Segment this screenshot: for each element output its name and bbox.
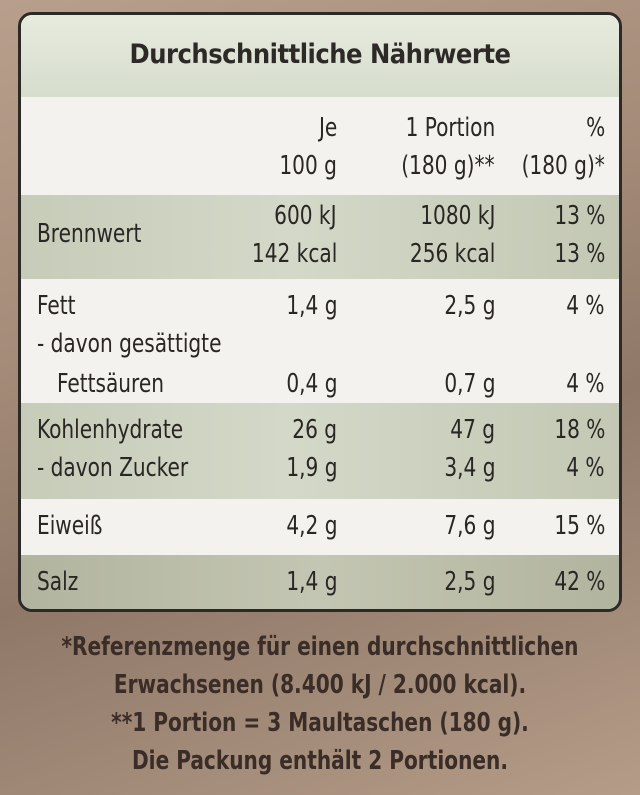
cell-portion: 2,5 g [443,291,495,321]
cell-kcal-percent: 13 % [553,239,605,269]
row-name-line1: - davon gesättigte [37,329,222,359]
footnotes: *Referenzmenge für einen durchschnittlic… [0,628,640,780]
header-per100-line2: 100 g [279,151,337,181]
cell-portion: 47 g [450,415,495,445]
row-name: - davon Zucker [37,453,189,483]
title-band: Durchschnittliche Nährwerte [21,15,619,100]
cell-per100: 4,2 g [285,511,337,541]
cell-percent: 4 % [566,453,605,483]
header-portion-line2: (180 g)** [401,151,495,181]
nutrition-title: Durchschnittliche Nährwerte [129,39,511,70]
table-row-eiweiss: Eiweiß 4,2 g 7,6 g 15 % [21,499,619,555]
cell-percent: 15 % [553,511,605,541]
cell-per100: 0,4 g [285,369,337,399]
table-row-brennwert: Brennwert 600 kJ 142 kcal 1080 kJ 256 kc… [21,195,619,279]
table-row-salz: Salz 1,4 g 2,5 g 42 % [21,555,619,609]
cell-percent: 4 % [566,369,605,399]
row-name: Salz [37,567,79,597]
cell-per100: 1,9 g [285,453,337,483]
table-row-kohlenhydrate: Kohlenhydrate 26 g 47 g 18 % - davon Zuc… [21,403,619,499]
footnote-line2: Erwachsenen (8.400 kJ / 2.000 kcal). [113,670,527,700]
cell-kcal-portion: 256 kcal [409,239,495,269]
header-percent-line2: (180 g)* [521,151,605,181]
footnote-line4: Die Packung enthält 2 Portionen. [131,746,509,776]
footnote-line3: **1 Portion = 3 Maultaschen (180 g). [111,708,529,738]
cell-portion: 0,7 g [443,369,495,399]
row-name: Brennwert [37,219,142,249]
cell-portion: 2,5 g [443,567,495,597]
header-percent-line1: % [585,113,605,143]
cell-percent: 18 % [553,415,605,445]
cell-per100: 1,4 g [285,291,337,321]
header-portion-line1: 1 Portion [405,113,495,143]
cell-portion: 7,6 g [443,511,495,541]
row-name-line2: Fettsäuren [57,369,164,399]
cell-kj-per100: 600 kJ [274,201,337,231]
cell-per100: 26 g [292,415,337,445]
footnote-line1: *Referenzmenge für einen durchschnittlic… [61,632,579,662]
cell-percent: 42 % [553,567,605,597]
cell-per100: 1,4 g [285,567,337,597]
nutrition-label: Durchschnittliche Nährwerte Je 100 g 1 P… [18,12,622,612]
cell-kj-portion: 1080 kJ [419,201,495,231]
cell-portion: 3,4 g [443,453,495,483]
header-per100-line1: Je [318,113,337,143]
cell-percent: 4 % [566,291,605,321]
row-name: Eiweiß [37,511,103,541]
row-name: Fett [37,291,76,321]
cell-kj-percent: 13 % [553,201,605,231]
row-name: Kohlenhydrate [37,415,184,445]
header-row: Je 100 g 1 Portion (180 g)** % (180 g)* [21,97,619,195]
table-row-fett: Fett 1,4 g 2,5 g 4 % - davon gesättigte … [21,279,619,403]
cell-kcal-per100: 142 kcal [251,239,337,269]
